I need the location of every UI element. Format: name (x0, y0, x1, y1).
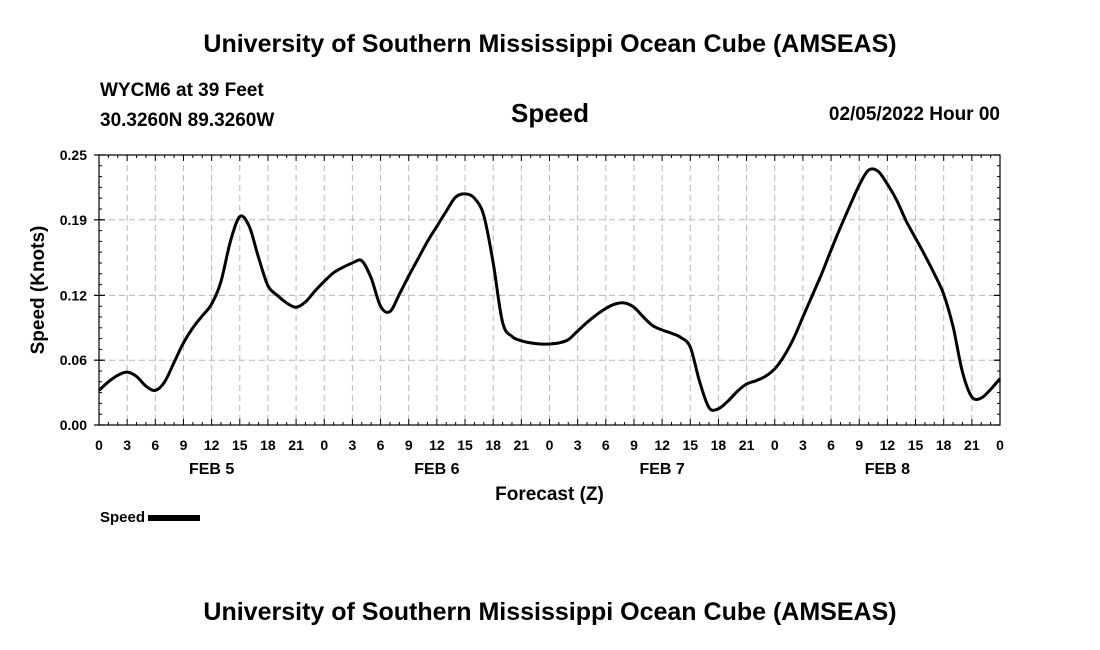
x-tick-label: 0 (95, 437, 103, 453)
x-tick-label: 9 (855, 437, 863, 453)
x-tick-label: 21 (964, 437, 980, 453)
y-tick-label: 0.06 (60, 352, 87, 368)
speed-series-line (97, 167, 1002, 412)
day-label: FEB 8 (865, 461, 910, 478)
forecast-datetime: 02/05/2022 Hour 00 (828, 104, 1000, 125)
x-tick-label: 15 (682, 437, 698, 453)
station-name: WYCM6 at 39 Feet (100, 80, 264, 101)
x-tick-label: 18 (936, 437, 952, 453)
y-tick-label: 0.19 (60, 212, 87, 228)
x-tick-label: 21 (739, 437, 755, 453)
day-label: FEB 7 (639, 461, 684, 478)
x-tick-label: 15 (908, 437, 924, 453)
y-tick-label: 0.12 (60, 287, 87, 303)
x-tick-label: 15 (232, 437, 248, 453)
variable-title: Speed (510, 98, 590, 128)
footer-title: University of Southern Mississippi Ocean… (203, 598, 897, 626)
x-tick-label: 12 (204, 437, 220, 453)
y-tick-label: 0.00 (60, 417, 87, 433)
x-tick-label: 12 (880, 437, 896, 453)
station-info: WYCM6 at 39 Feet 30.3260N 89.3260W (100, 76, 274, 136)
x-tick-label: 3 (123, 437, 131, 453)
x-tick-label: 0 (546, 437, 554, 453)
x-tick-label: 6 (151, 437, 159, 453)
x-tick-label: 6 (377, 437, 385, 453)
x-tick-label: 3 (349, 437, 357, 453)
x-axis-label: Forecast (Z) (495, 484, 604, 505)
x-tick-label: 3 (799, 437, 807, 453)
x-tick-label: 12 (429, 437, 445, 453)
x-tick-label: 18 (485, 437, 501, 453)
x-tick-label: 15 (457, 437, 473, 453)
x-tick-label: 0 (771, 437, 779, 453)
x-tick-label: 21 (288, 437, 304, 453)
x-tick-label: 0 (320, 437, 328, 453)
x-tick-label: 0 (996, 437, 1004, 453)
legend-line-swatch (148, 515, 201, 522)
x-tick-label: 12 (654, 437, 670, 453)
x-tick-label: 18 (711, 437, 727, 453)
x-tick-label: 18 (260, 437, 276, 453)
x-tick-label: 6 (602, 437, 610, 453)
day-label: FEB 6 (414, 461, 459, 478)
chart-title: University of Southern Mississippi Ocean… (203, 30, 897, 58)
legend: Speed (100, 509, 201, 526)
y-tick-label: 0.25 (60, 147, 87, 163)
station-coordinates: 30.3260N 89.3260W (100, 110, 275, 131)
y-axis-label: Speed (Knots) (28, 226, 49, 355)
x-tick-label: 9 (405, 437, 413, 453)
x-tick-label: 6 (827, 437, 835, 453)
legend-label: Speed (100, 509, 146, 526)
x-tick-label: 3 (574, 437, 582, 453)
day-label: FEB 5 (189, 461, 234, 478)
x-tick-label: 21 (514, 437, 530, 453)
x-tick-label: 9 (630, 437, 638, 453)
x-tick-label: 9 (180, 437, 188, 453)
